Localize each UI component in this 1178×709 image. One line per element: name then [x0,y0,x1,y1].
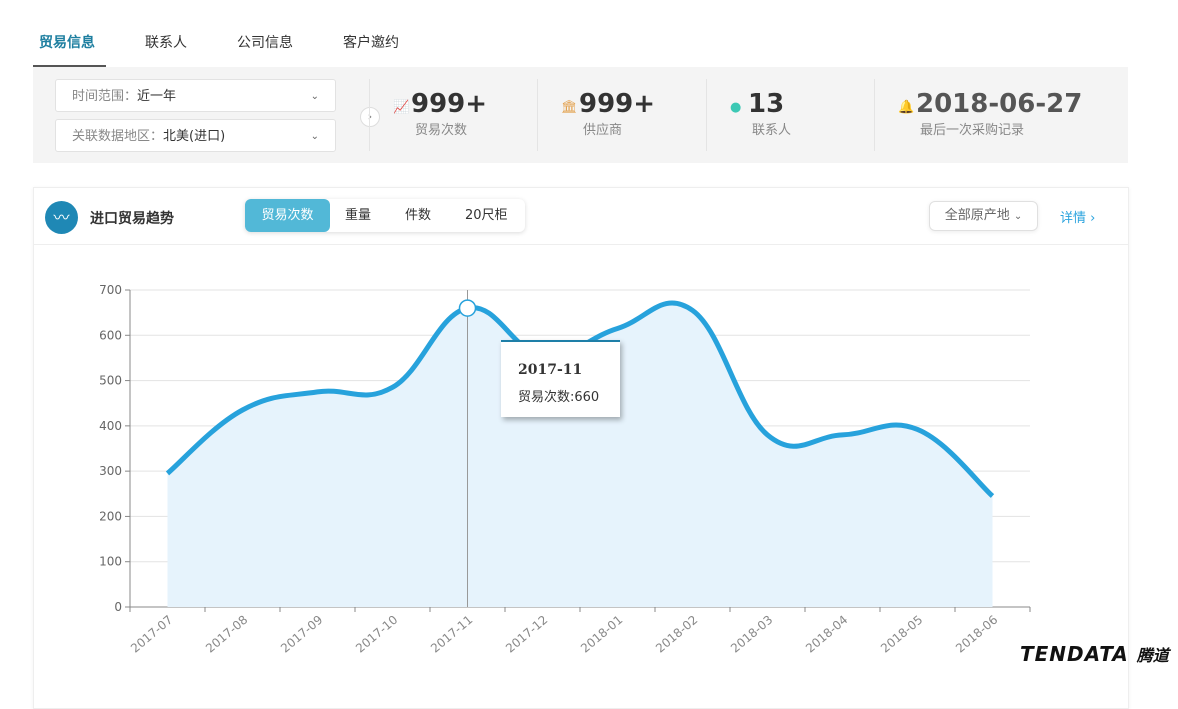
time-range-label: 时间范围： [72,89,138,104]
x-tick-label: 2018-04 [803,613,850,656]
x-tick-label: 2018-02 [653,613,700,656]
time-range-value: 近一年 [137,89,177,104]
import-trend-panel: 〰 进口贸易趋势 贸易次数 重量 件数 20尺柜 全部原产地 ⌄ 详情 › [33,187,1129,709]
y-tick-label: 300 [99,464,122,478]
origin-select[interactable]: 全部原产地 ⌄ [929,201,1038,231]
stat-last-purchase: 🔔2018-06-27 最后一次采购记录 [898,89,1082,138]
region-label: 关联数据地区： [72,129,164,144]
highlighted-data-point [458,299,477,317]
segment-weight[interactable]: 重量 [345,208,372,223]
stat-label: 供应商 [583,123,623,138]
x-tick-label: 2017-10 [353,613,400,656]
tooltip-title: 2017-11 [518,362,583,378]
stat-label: 联系人 [752,123,792,138]
stat-trade-count: 📈999+ 贸易次数 [393,89,487,138]
stat-value: 13 [748,89,785,119]
segment-20ft-container[interactable]: 20尺柜 [465,208,508,223]
stats-bar: 时间范围：近一年 ⌄ 关联数据地区：北美(进口) ⌄ › 📈999+ 贸易次数 🏛99… [33,67,1128,163]
origin-select-value: 全部原产地 [944,208,1010,223]
active-tab-underline [33,65,106,67]
region-value: 北美(进口) [163,129,226,144]
x-tick-label: 2017-08 [203,613,250,656]
divider [874,79,875,151]
area-fill [167,302,993,607]
segment-trade-count[interactable]: 贸易次数 [245,199,330,232]
stat-value: 999+ [411,89,488,119]
stat-value: 2018-06-27 [916,89,1083,119]
divider [369,79,370,151]
stat-label: 最后一次采购记录 [920,123,1025,138]
chevron-down-icon: ⌄ [1013,211,1023,222]
expand-arrow-button[interactable]: › [360,107,380,127]
region-select[interactable]: 关联数据地区：北美(进口) ⌄ [55,119,336,152]
divider [537,79,538,151]
x-tick-label: 2018-05 [878,613,925,656]
tab-trade-info[interactable]: 贸易信息 [39,35,95,51]
trend-chart: 0 100 200 300 400 500 600 700 2017-07 2017-08 2017… [99,283,1031,656]
x-tick-label: 2018-01 [578,613,625,656]
x-tick-label: 2018-03 [728,613,775,656]
stat-value: 999+ [579,89,656,119]
x-tick-label: 2018-06 [953,613,1000,656]
tab-customer-invite[interactable]: 客户邀约 [343,35,399,51]
x-tick-label: 2017-09 [278,613,325,656]
trend-icon: 〰 [45,201,78,234]
metric-segmented-control: 贸易次数 重量 件数 20尺柜 [245,199,525,232]
y-tick-label: 200 [99,509,122,523]
panel-header: 〰 进口贸易趋势 贸易次数 重量 件数 20尺柜 全部原产地 ⌄ 详情 › [34,188,1128,245]
detail-link[interactable]: 详情 › [1060,211,1096,226]
panel-title: 进口贸易趋势 [90,211,174,227]
y-tick-label: 700 [99,283,122,297]
stat-contacts: ● 13 联系人 [730,89,791,138]
y-tick-label: 100 [99,555,122,569]
trend-chart-icon: 📈 [393,100,410,115]
bank-icon: 🏛 [561,100,578,115]
x-tick-label: 2017-07 [128,613,175,656]
tab-company-info[interactable]: 公司信息 [237,35,293,51]
segment-pieces[interactable]: 件数 [405,208,432,223]
chevron-down-icon: ⌄ [310,91,319,102]
stat-label: 贸易次数 [415,123,468,138]
tooltip-value: 贸易次数:660 [518,390,600,405]
chart-tooltip: 2017-11 贸易次数:660 [501,340,620,417]
tendata-logo: TENDATA 腾道 [1020,642,1169,666]
y-tick-label: 600 [99,328,122,342]
y-tick-label: 0 [114,600,122,614]
y-tick-label: 400 [99,419,122,433]
bell-icon: 🔔 [898,100,915,115]
divider [706,79,707,151]
chevron-down-icon: ⌄ [310,131,319,142]
y-tick-label: 500 [99,374,122,388]
time-range-select[interactable]: 时间范围：近一年 ⌄ [55,79,336,112]
tab-contacts[interactable]: 联系人 [145,35,187,51]
person-icon: ● [730,100,742,115]
x-tick-label: 2017-12 [503,613,550,656]
stat-suppliers: 🏛999+ 供应商 [561,89,655,138]
x-tick-label: 2017-11 [428,613,475,656]
